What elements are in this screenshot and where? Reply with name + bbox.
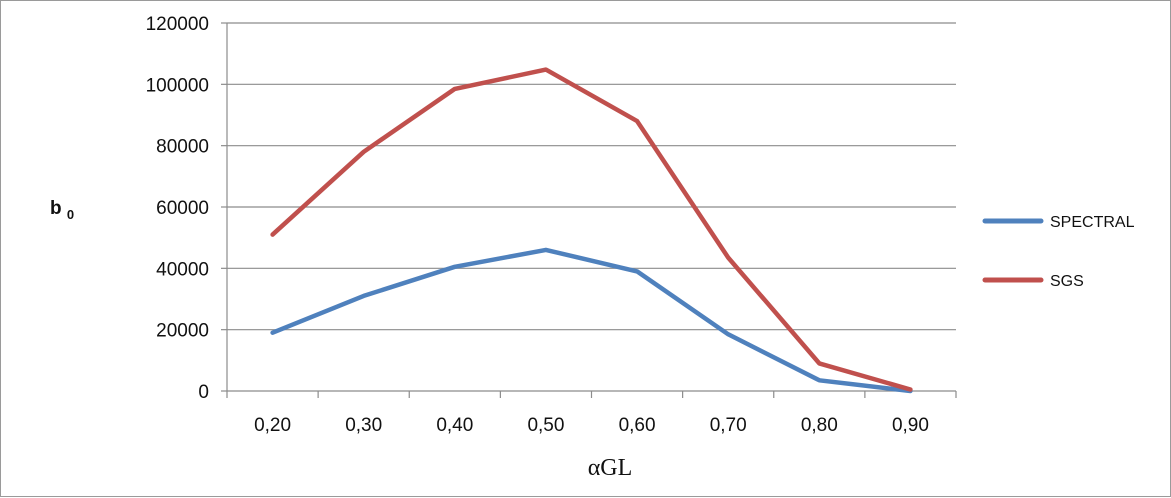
y-tick-label: 80000 xyxy=(156,137,209,158)
x-tick-label: 0,70 xyxy=(710,415,747,436)
series-lines xyxy=(270,67,913,394)
axes xyxy=(221,22,957,398)
y-tick-labels: 0 20000 40000 60000 80000 100000 120000 xyxy=(146,14,209,403)
y-tick-label: 60000 xyxy=(156,198,209,219)
y-tick-label: 40000 xyxy=(156,259,209,280)
x-tick-label: 0,40 xyxy=(436,415,473,436)
x-tick-label: 0,90 xyxy=(892,415,929,436)
series-line-sgs xyxy=(270,67,913,392)
series-line-spectral xyxy=(270,247,913,394)
x-axis-label: αGL xyxy=(588,455,633,481)
y-tick-label: 0 xyxy=(198,382,209,403)
y-axis-label-main: b xyxy=(50,198,62,219)
x-tick-label: 0,50 xyxy=(527,415,564,436)
legend-label: SPECTRAL xyxy=(1050,214,1135,231)
x-tick-label: 0,60 xyxy=(619,415,656,436)
gridlines xyxy=(227,22,956,331)
legend-label: SGS xyxy=(1050,273,1084,290)
y-tick-label: 120000 xyxy=(146,14,209,35)
x-tick-labels: 0,20 0,30 0,40 0,50 0,60 0,70 0,80 0,90 xyxy=(254,415,929,436)
y-tick-label: 100000 xyxy=(146,75,209,96)
x-tick-label: 0,80 xyxy=(801,415,838,436)
x-tick-label: 0,30 xyxy=(345,415,382,436)
y-axis-label-subscript: 0 xyxy=(67,207,74,222)
y-axis-label: b 0 xyxy=(50,198,74,222)
legend: SPECTRAL SGS xyxy=(982,214,1135,290)
x-tick-label: 0,20 xyxy=(254,415,291,436)
y-tick-label: 20000 xyxy=(156,321,209,342)
